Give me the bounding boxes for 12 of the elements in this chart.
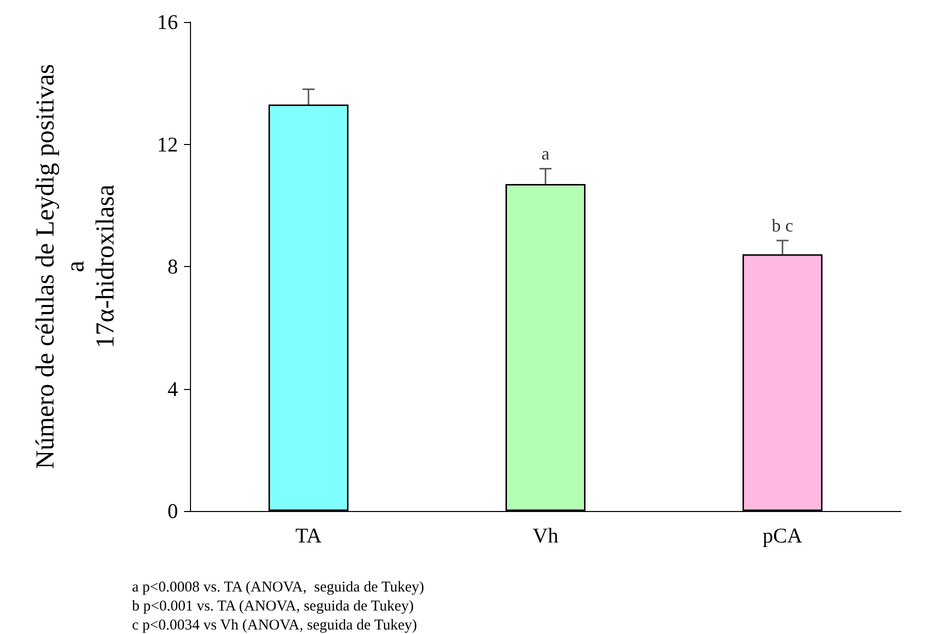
- text: a p<0.0008 vs. TA (ANOVA, seguida de Tukey) b p<0.001 vs. TA (ANOVA, seguida de Tukey) c p<0.0034 vs Vh (ANOVA, seguida de Tukey): [132, 580, 424, 634]
- x-tick-label: pCA: [762, 524, 804, 548]
- y-axis-title: Número de células de Leydig positivas a 17α-hidroxilasa: [30, 64, 120, 470]
- y-tick-label: 0: [168, 499, 178, 523]
- y-tick-label: 16: [157, 10, 178, 34]
- x-tick-label: TA: [295, 524, 322, 548]
- annotation: b c: [772, 216, 794, 236]
- y-tick-label: 4: [168, 376, 178, 401]
- x-tick-label: Vh: [532, 524, 559, 548]
- y-tick-label: 8: [168, 254, 178, 278]
- annotation: a: [542, 144, 550, 164]
- y-tick-label: 12: [157, 132, 178, 156]
